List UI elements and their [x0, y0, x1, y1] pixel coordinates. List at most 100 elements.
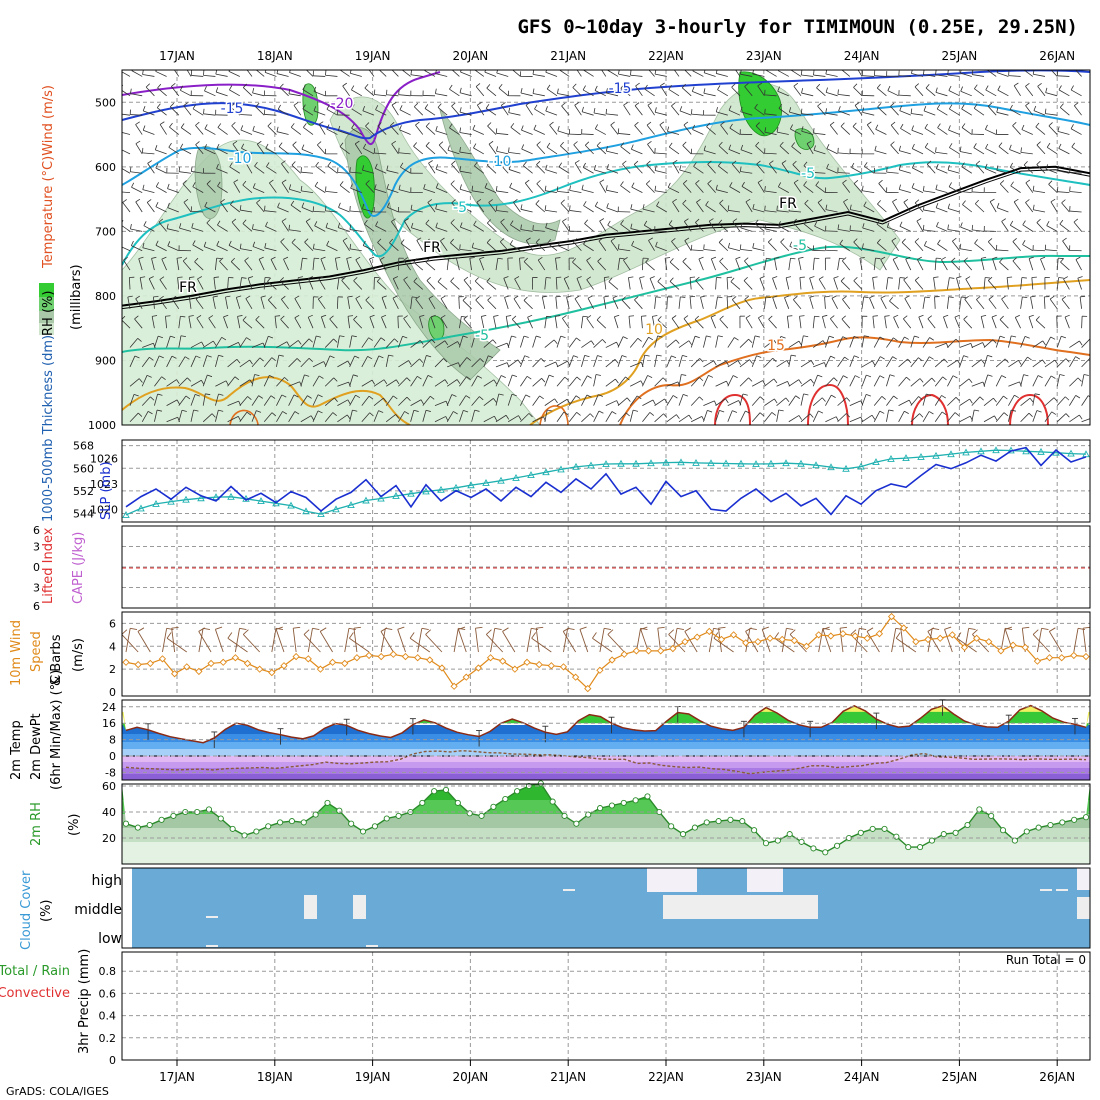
wind-barb-flag	[657, 316, 662, 321]
wind-barb-flag	[587, 295, 593, 299]
wind-barb	[245, 162, 253, 174]
wind-barb	[1060, 261, 1070, 271]
wind-barb	[325, 210, 338, 213]
wind-barb-flag	[260, 295, 266, 298]
wind-barb-flag	[904, 336, 909, 340]
wind-barb-flag	[557, 88, 559, 94]
wind-barb	[202, 355, 208, 368]
wind-barb-flag	[383, 379, 388, 385]
wind-barb-flag	[1014, 394, 1019, 399]
wind-barb-flag	[859, 257, 865, 259]
rh-marker	[253, 828, 260, 835]
wind-barb	[617, 258, 621, 271]
wind-speed-marker	[827, 632, 835, 640]
wind-barb-flag	[402, 335, 408, 339]
wind-barb-flag	[229, 85, 233, 91]
wind-barb-flag	[398, 184, 401, 190]
wind-barb	[547, 242, 558, 252]
wind-barb-flag	[555, 315, 561, 317]
wind-barb	[508, 152, 521, 155]
wind-barb-flag	[427, 375, 433, 378]
wind-barb-flag	[337, 125, 341, 131]
wind-barb	[961, 166, 973, 174]
wind-barb	[227, 400, 239, 407]
wind-barb	[1001, 221, 1009, 232]
thickness-marker	[812, 461, 820, 469]
thickness-marker	[482, 479, 490, 486]
wind-barb	[154, 376, 162, 387]
wind-barb	[245, 298, 253, 310]
wind-barb	[138, 258, 143, 271]
wind-speed-marker	[341, 659, 349, 668]
wind-barb	[922, 393, 927, 406]
wind-barb-flag	[487, 296, 492, 301]
wind-barb	[971, 396, 981, 406]
wind-barb-flag	[871, 414, 876, 420]
wind-barb	[270, 259, 277, 271]
wind-barb-flag	[413, 409, 419, 412]
wind-barb	[410, 410, 415, 422]
wind-barb-flag	[846, 397, 851, 402]
wind-barb-flag	[349, 70, 352, 74]
wind-barb-flag	[802, 239, 807, 245]
wind-barb-flag	[242, 316, 247, 321]
wind-barb	[764, 190, 777, 194]
wind-barb	[1045, 249, 1058, 252]
rh-marker	[1082, 814, 1090, 821]
wind-barb	[825, 112, 838, 116]
wind-barb	[424, 108, 436, 116]
wind-barb	[817, 105, 826, 116]
wind-barb	[647, 144, 655, 155]
wind-barb-flag	[683, 315, 689, 319]
wind-barb	[727, 375, 734, 387]
temperature-green-fill	[122, 705, 1090, 743]
wind-barb	[1048, 183, 1058, 193]
wind-barb-flag	[717, 85, 721, 90]
wind-barb	[726, 277, 729, 290]
wind-barb	[167, 188, 179, 194]
wind-barb-10m	[713, 637, 734, 653]
wind-barb	[890, 106, 899, 116]
wind-barb-flag	[1070, 124, 1074, 129]
wind-barb-flag	[825, 204, 828, 210]
wind-barb-10m-flag	[607, 629, 614, 635]
wind-barb-flag	[181, 409, 187, 412]
wind-barb	[606, 207, 619, 213]
wind-barb-flag	[158, 218, 164, 223]
wind-barb-flag	[703, 145, 706, 151]
wind-barb-flag	[662, 377, 667, 382]
wind-barb	[191, 210, 204, 213]
wind-barb-flag	[900, 123, 904, 129]
wind-barb	[678, 355, 683, 368]
wind-barb	[812, 397, 823, 406]
thickness-marker	[647, 459, 655, 467]
wind-barb	[789, 210, 802, 213]
thickness-marker	[257, 497, 265, 505]
wind-barb	[475, 299, 485, 310]
wind-barb-flag	[791, 354, 797, 357]
wind-barb	[483, 339, 494, 348]
wind-barb-flag	[423, 184, 426, 190]
wind-barb	[435, 130, 448, 135]
wind-barb-flag	[787, 381, 790, 387]
wind-barb	[1069, 171, 1082, 174]
wind-barb-flag	[443, 358, 448, 363]
wind-barb	[324, 355, 331, 368]
wind-barb-flag	[899, 221, 903, 227]
thickness-marker	[167, 497, 175, 505]
wind-barb-flag	[642, 204, 645, 210]
wind-barb-10m-flag	[121, 629, 128, 635]
wind-barb-flag	[974, 84, 978, 89]
wind-barb	[668, 224, 680, 232]
wind-barb	[1073, 221, 1082, 232]
wind-barb	[743, 280, 753, 290]
wind-barb-flag	[523, 257, 528, 262]
wind-barb	[778, 225, 789, 232]
wind-barb-flag	[216, 240, 220, 246]
wind-barb	[329, 318, 338, 329]
wind-barb	[778, 70, 789, 77]
wind-barb	[872, 316, 875, 329]
wind-barb-flag	[719, 315, 724, 320]
wind-barb-flag	[411, 296, 418, 298]
wind-barb	[1009, 109, 1021, 116]
